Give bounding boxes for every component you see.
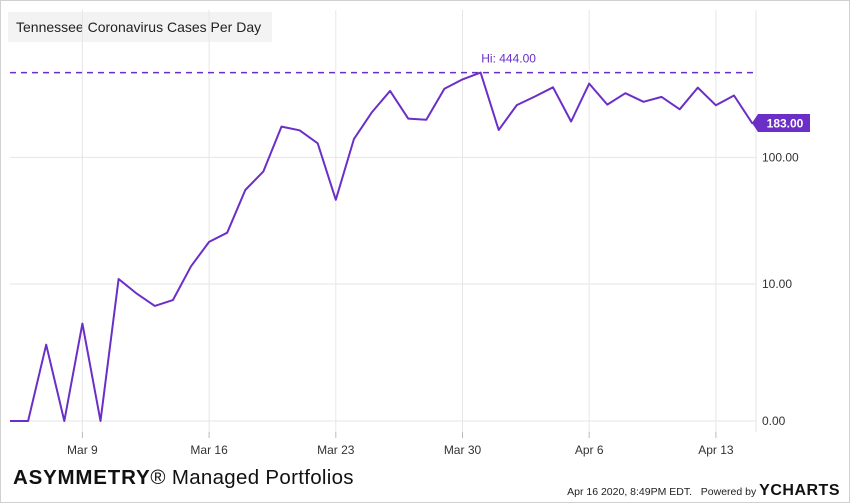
y-tick-label: 10.00 xyxy=(762,277,792,291)
series-layer xyxy=(10,71,771,422)
x-tick-label: Apr 13 xyxy=(698,443,734,457)
powered-by-label: Powered by xyxy=(700,486,757,498)
annotation-layer: Hi: 444.00 183.00 xyxy=(10,52,810,133)
last-value-label: 183.00 xyxy=(767,117,804,131)
grid-layer xyxy=(10,10,757,432)
chart-title: Tennessee Coronavirus Cases Per Day xyxy=(16,19,262,35)
ycharts-logo-text: CHARTS xyxy=(770,482,840,499)
ycharts-logo-y: Y xyxy=(759,482,771,499)
y-tick-label: 0.00 xyxy=(762,414,786,428)
x-tick-label: Mar 23 xyxy=(317,443,355,457)
brand-tagline: Managed Portfolios xyxy=(165,466,354,489)
title-background xyxy=(8,12,272,42)
x-tick-label: Apr 6 xyxy=(575,443,604,457)
timestamp: Apr 16 2020, 8:49PM EDT. xyxy=(567,486,693,498)
brand-registered-mark: ® xyxy=(150,466,166,489)
last-value-badge xyxy=(752,114,810,133)
x-tick-label: Mar 16 xyxy=(190,443,228,457)
high-label: Hi: 444.00 xyxy=(481,52,536,66)
footer-brand: ASYMMETRY® Managed Portfolios xyxy=(13,466,354,490)
x-tick-label: Mar 9 xyxy=(67,443,98,457)
axis-layer: 0.00 10.00 100.00 Mar 9 Mar 16 Mar 23 Mar 30 Ap… xyxy=(67,150,799,457)
x-tick-label: Mar 30 xyxy=(444,443,482,457)
ycharts-logo[interactable]: YCHARTS xyxy=(759,482,840,499)
brand-name: ASYMMETRY xyxy=(13,466,151,489)
series-line xyxy=(10,71,771,422)
y-tick-label: 100.00 xyxy=(762,150,799,164)
footer-credits: Apr 16 2020, 8:49PM EDT. Powered by YCHA… xyxy=(567,482,840,500)
